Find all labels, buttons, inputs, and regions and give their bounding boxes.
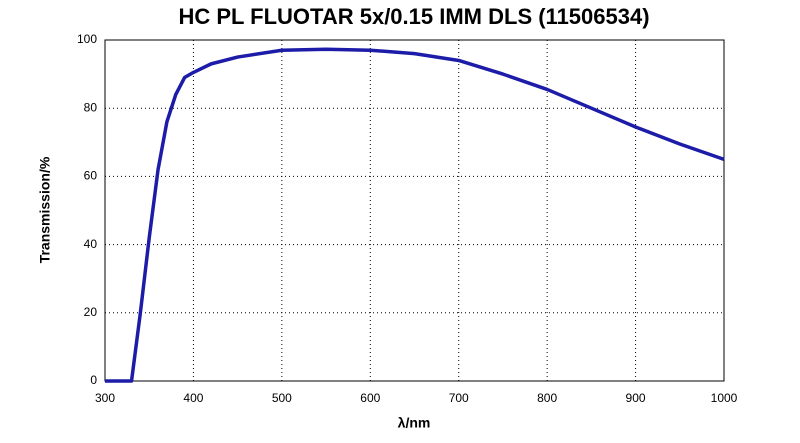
x-tick-label: 900 [626,391,646,405]
y-tick-label: 60 [84,169,98,183]
chart-title: HC PL FLUOTAR 5x/0.15 IMM DLS (11506534) [178,4,649,29]
y-axis-label: Transmission/% [37,156,53,263]
x-tick-label: 1000 [711,391,738,405]
x-tick-label: 700 [449,391,469,405]
y-tick-label: 40 [84,237,98,251]
x-tick-label: 800 [537,391,557,405]
y-tick-label: 80 [84,100,98,114]
x-tick-label: 300 [95,391,115,405]
y-tick-label: 20 [84,305,98,319]
y-tick-label: 0 [90,373,97,387]
y-tick-label: 100 [77,32,97,46]
x-tick-label: 600 [360,391,380,405]
x-tick-label: 500 [272,391,292,405]
x-axis-label: λ/nm [398,415,431,431]
plot-frame [104,39,725,382]
data-line [105,47,725,383]
x-tick-label: 400 [183,391,203,405]
